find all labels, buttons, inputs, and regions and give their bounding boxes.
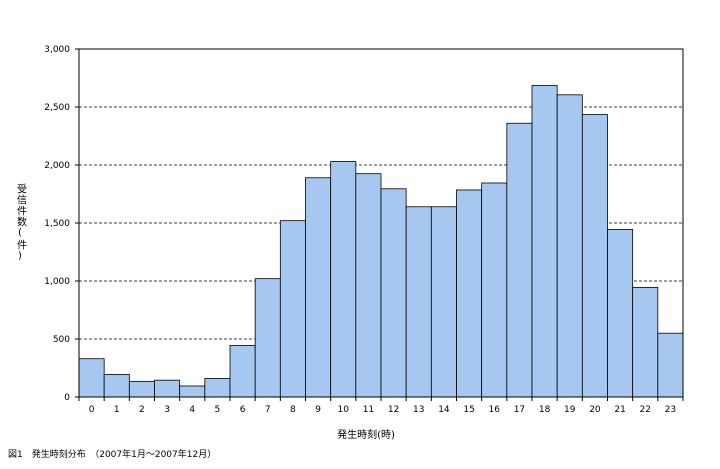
x-tick-labels: 0 1 2 3 4 5 6 7 8 9 10 11 12 13 14 15 16 17 18 19 20 21 22 23	[89, 405, 676, 415]
bar-hour-23	[657, 332, 684, 398]
y-tick-label: 0	[64, 393, 70, 403]
y-tick-label: 2,000	[44, 161, 70, 171]
bar-hour-2	[128, 380, 155, 398]
bar-hour-22	[632, 286, 659, 398]
x-tick-label: 0	[89, 405, 95, 415]
bar-hour-12	[380, 188, 407, 398]
bar-hour-13	[405, 206, 432, 398]
x-tick-label: 15	[463, 405, 474, 415]
bar-hour-5	[204, 378, 231, 398]
bar-hour-3	[154, 379, 181, 398]
x-tick-label: 10	[338, 405, 350, 415]
x-tick-label: 9	[315, 405, 321, 415]
x-tick-label: 12	[388, 405, 399, 415]
bar-hour-18	[531, 85, 558, 398]
y-axis-title: 受信件数(件)	[15, 183, 27, 262]
bar-hour-0	[78, 358, 105, 398]
x-tick-label: 4	[189, 405, 195, 415]
bar-hour-1	[103, 373, 130, 398]
bar-hour-8	[279, 220, 306, 398]
bar-hour-17	[506, 122, 533, 398]
x-tick-label: 20	[589, 405, 601, 415]
bar-hour-15	[456, 189, 483, 398]
x-tick-label: 18	[539, 405, 551, 415]
axes	[75, 48, 684, 401]
x-tick-label: 19	[564, 405, 576, 415]
x-tick-label: 17	[514, 405, 525, 415]
x-tick-label: 1	[114, 405, 120, 415]
y-tick-label: 500	[53, 335, 70, 345]
x-tick-label: 21	[614, 405, 625, 415]
x-tick-label: 23	[665, 405, 676, 415]
x-tick-label: 2	[139, 405, 145, 415]
bar-hour-10	[330, 161, 357, 398]
bar-hour-21	[607, 228, 634, 398]
x-tick-label: 14	[438, 405, 450, 415]
bar-hour-6	[229, 344, 256, 398]
bar-hour-19	[556, 94, 583, 398]
x-tick-label: 7	[265, 405, 271, 415]
x-tick-label: 22	[640, 405, 651, 415]
x-axis-title: 発生時刻(時)	[337, 428, 395, 441]
bar-hour-11	[355, 173, 382, 398]
y-tick-labels: 0 500 1,000 1,500 2,000 2,500 3,000	[44, 45, 70, 403]
bar-hour-4	[179, 385, 206, 398]
x-tick-label: 13	[413, 405, 424, 415]
bars	[78, 85, 684, 398]
bar-hour-20	[581, 114, 608, 398]
x-tick-label: 11	[363, 405, 374, 415]
bar-hour-16	[481, 182, 508, 398]
plot-frame	[78, 48, 684, 398]
bar-hour-14	[430, 206, 457, 398]
y-tick-label: 2,500	[44, 103, 70, 113]
y-tick-label: 1,500	[44, 219, 70, 229]
x-tick-label: 5	[215, 405, 221, 415]
x-tick-label: 6	[240, 405, 246, 415]
x-tick-label: 16	[489, 405, 501, 415]
x-tick-label: 3	[164, 405, 170, 415]
y-tick-label: 1,000	[44, 277, 70, 287]
bar-hour-7	[254, 278, 281, 398]
bar-hour-9	[305, 177, 332, 398]
x-tick-label: 8	[290, 405, 296, 415]
figure-caption: 図1 発生時刻分布 （2007年1月～2007年12月）	[8, 448, 216, 460]
y-tick-label: 3,000	[44, 45, 70, 55]
